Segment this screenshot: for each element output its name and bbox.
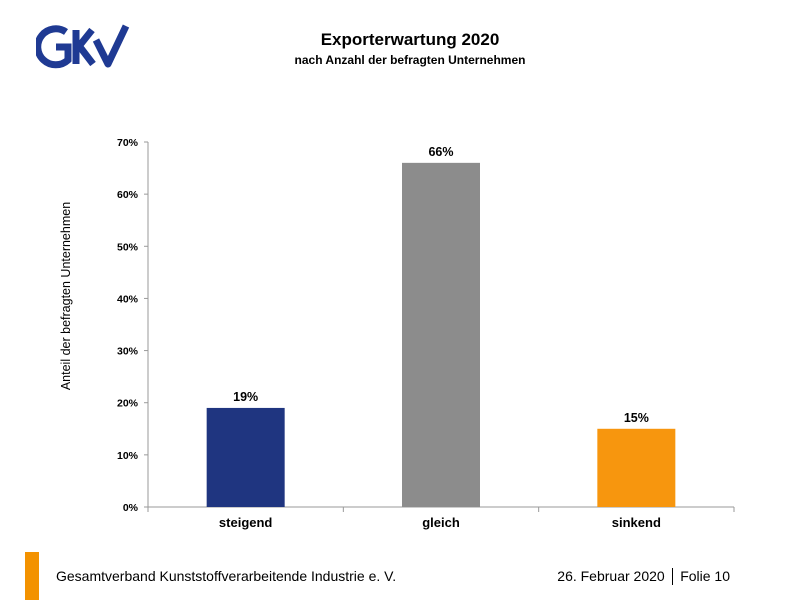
x-tick-label: steigend: [219, 515, 273, 530]
footer-slide-number: Folie 10: [680, 568, 730, 584]
y-tick-label: 20%: [117, 398, 139, 410]
y-tick-label: 50%: [117, 241, 139, 253]
footer-date: 26. Februar 2020: [557, 568, 665, 584]
y-tick-label: 60%: [117, 189, 139, 201]
bar-chart: Anteil der befragten Unternehmen 0% 10% 20…: [59, 137, 735, 530]
y-tick-label: 0%: [123, 502, 139, 514]
y-axis-label: Anteil der befragten Unternehmen: [59, 202, 73, 390]
footer-separator: [671, 567, 674, 585]
data-label: 15%: [624, 411, 649, 425]
chart-subtitle: nach Anzahl der befragten Unternehmen: [294, 53, 526, 67]
bar-steigend: [206, 407, 285, 507]
chart-title: Exporterwartung 2020: [320, 30, 500, 49]
gkv-logo: [36, 24, 130, 69]
footer-accent-bar: [25, 552, 39, 600]
bar-gleich: [402, 162, 480, 507]
y-tick-label: 40%: [117, 293, 139, 305]
logo-v-shape: [92, 24, 130, 68]
y-tick-label: 30%: [117, 346, 139, 358]
logo-g-shape: [36, 25, 72, 69]
bar-sinkend: [597, 428, 676, 507]
footer-organization: Gesamtverband Kunststoffverarbeitende In…: [56, 568, 397, 584]
data-label: 66%: [428, 145, 453, 159]
header: Exporterwartung 2020 nach Anzahl der bef…: [210, 30, 610, 68]
y-tick-label: 70%: [117, 137, 139, 149]
data-label: 19%: [233, 390, 258, 404]
y-tick-label: 10%: [117, 450, 139, 462]
logo-k-shape: [72, 27, 96, 67]
x-tick-label: sinkend: [612, 515, 661, 530]
x-tick-label: gleich: [422, 515, 460, 530]
footer-meta: 26. Februar 2020 Folie 10: [557, 567, 730, 586]
